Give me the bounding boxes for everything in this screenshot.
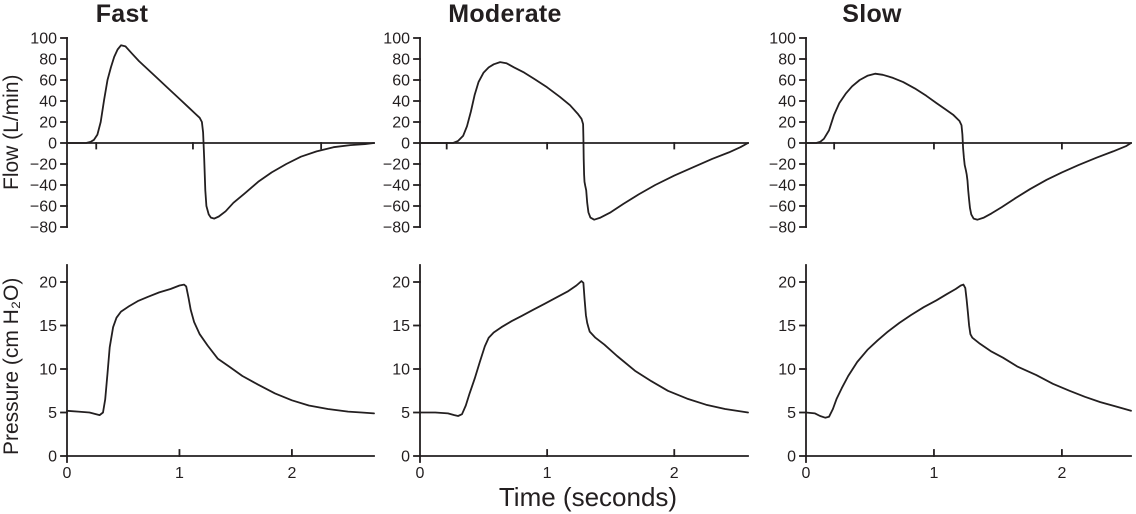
svg-text:0: 0 xyxy=(401,136,410,153)
panel-title-fast: Fast xyxy=(95,0,149,28)
svg-text:−40: −40 xyxy=(383,178,410,195)
svg-text:−60: −60 xyxy=(30,199,57,216)
svg-text:0: 0 xyxy=(802,465,811,482)
panel-title-slow: Slow xyxy=(842,0,902,28)
svg-text:10: 10 xyxy=(39,362,57,379)
svg-text:−40: −40 xyxy=(769,178,796,195)
svg-text:100: 100 xyxy=(769,31,796,48)
svg-text:20: 20 xyxy=(39,275,57,292)
chart-pressure-fast: 20 15 10 5 00 1 2 xyxy=(39,264,375,482)
svg-text:−60: −60 xyxy=(383,199,410,216)
svg-text:0: 0 xyxy=(48,136,57,153)
svg-text:15: 15 xyxy=(392,318,410,335)
svg-text:20: 20 xyxy=(778,115,796,132)
svg-text:10: 10 xyxy=(392,362,410,379)
svg-text:15: 15 xyxy=(39,318,57,335)
chart-pressure-slow: 20 15 10 5 00 1 2 xyxy=(778,264,1132,482)
svg-text:0: 0 xyxy=(787,136,796,153)
svg-text:−80: −80 xyxy=(30,220,57,237)
svg-text:0: 0 xyxy=(401,449,410,466)
svg-text:−20: −20 xyxy=(30,157,57,174)
svg-text:2: 2 xyxy=(1057,465,1066,482)
svg-text:5: 5 xyxy=(401,405,410,422)
chart-flow-slow: 100 80 60 40 20 0 −20 −40 −60 −80 xyxy=(769,31,1132,237)
panel-title-moderate: Moderate xyxy=(448,0,562,28)
svg-text:60: 60 xyxy=(778,73,796,90)
svg-text:0: 0 xyxy=(48,449,57,466)
svg-text:20: 20 xyxy=(39,115,57,132)
svg-text:15: 15 xyxy=(778,318,796,335)
svg-text:2: 2 xyxy=(670,465,679,482)
svg-text:60: 60 xyxy=(392,73,410,90)
svg-text:0: 0 xyxy=(787,449,796,466)
svg-text:−80: −80 xyxy=(769,220,796,237)
chart-flow-moderate: 100 80 60 40 20 0 −20 −40 −60 −80 xyxy=(383,31,749,237)
svg-text:20: 20 xyxy=(392,115,410,132)
time-axis-label: Time (seconds) xyxy=(498,482,678,512)
svg-text:−20: −20 xyxy=(383,157,410,174)
svg-text:−40: −40 xyxy=(30,178,57,195)
chart-pressure-moderate: 20 15 10 5 00 1 2 xyxy=(392,264,749,482)
svg-text:2: 2 xyxy=(287,465,296,482)
svg-text:40: 40 xyxy=(778,94,796,111)
svg-text:1: 1 xyxy=(175,465,184,482)
chart-flow-fast: 100 80 60 40 20 0 −20 −40 −60 −80 xyxy=(30,31,375,237)
svg-text:100: 100 xyxy=(30,31,57,48)
svg-text:1: 1 xyxy=(543,465,552,482)
svg-text:10: 10 xyxy=(778,362,796,379)
svg-text:−60: −60 xyxy=(769,199,796,216)
svg-text:40: 40 xyxy=(392,94,410,111)
svg-text:0: 0 xyxy=(416,465,425,482)
svg-text:80: 80 xyxy=(39,52,57,69)
svg-text:20: 20 xyxy=(392,275,410,292)
svg-text:0: 0 xyxy=(63,465,72,482)
svg-text:5: 5 xyxy=(48,405,57,422)
svg-text:20: 20 xyxy=(778,275,796,292)
svg-text:−80: −80 xyxy=(383,220,410,237)
svg-text:60: 60 xyxy=(39,73,57,90)
svg-text:100: 100 xyxy=(383,31,410,48)
svg-text:40: 40 xyxy=(39,94,57,111)
svg-text:80: 80 xyxy=(392,52,410,69)
svg-text:1: 1 xyxy=(929,465,938,482)
svg-text:5: 5 xyxy=(787,405,796,422)
svg-text:80: 80 xyxy=(778,52,796,69)
svg-text:−20: −20 xyxy=(769,157,796,174)
